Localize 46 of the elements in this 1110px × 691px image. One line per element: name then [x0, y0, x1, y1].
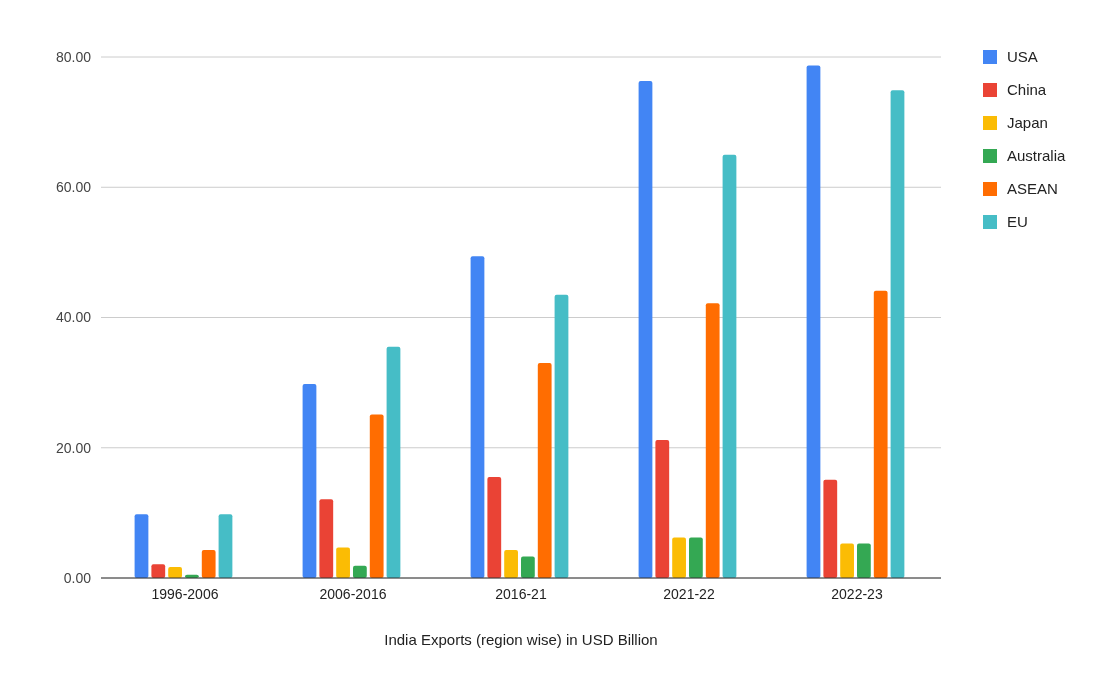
bar [554, 294, 569, 578]
y-tick-label: 40.00 [55, 309, 92, 326]
y-tick-label: 0.00 [63, 569, 92, 586]
bar [302, 383, 317, 578]
bar [638, 81, 653, 578]
bar [134, 514, 149, 578]
bar [873, 290, 888, 578]
x-tick-label: 2006-2016 [319, 586, 387, 602]
bar [470, 256, 485, 578]
bar [705, 303, 720, 578]
bar [890, 90, 905, 578]
legend-label: EU [1007, 213, 1028, 231]
x-tick-label: 2021-22 [663, 586, 715, 602]
legend-label: Japan [1007, 114, 1048, 132]
legend-label: China [1007, 81, 1047, 99]
bar [319, 499, 334, 578]
y-tick-label: 80.00 [55, 48, 92, 65]
bar [487, 477, 502, 578]
bar [369, 414, 384, 578]
x-tick-label: 2022-23 [831, 586, 883, 602]
x-tick-label: 2016-21 [495, 586, 547, 602]
bar [840, 543, 854, 578]
x-axis-title: India Exports (region wise) in USD Billion [384, 631, 658, 648]
bar [537, 363, 552, 578]
bar [336, 547, 350, 578]
bar [218, 514, 233, 578]
bar [353, 565, 367, 578]
bar [201, 550, 216, 578]
y-tick-label: 60.00 [55, 179, 92, 196]
bar [722, 154, 737, 578]
bar [806, 65, 821, 578]
bar [504, 550, 518, 578]
bar [151, 564, 166, 578]
legend-label: Australia [1007, 147, 1067, 165]
bar [168, 566, 182, 578]
bar [689, 537, 703, 578]
bar [857, 543, 871, 578]
bar [823, 479, 838, 578]
y-tick-label: 20.00 [55, 439, 92, 456]
bar [672, 537, 686, 578]
bar [521, 556, 535, 578]
bar [655, 439, 670, 578]
bar [386, 346, 401, 578]
x-tick-label: 1996-2006 [151, 586, 219, 602]
legend-label: ASEAN [1007, 180, 1058, 198]
legend-label: USA [1007, 48, 1038, 66]
